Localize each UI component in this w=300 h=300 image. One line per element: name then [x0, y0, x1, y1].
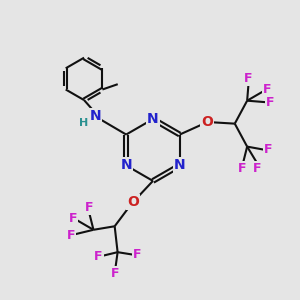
Text: F: F [263, 83, 272, 96]
Text: N: N [174, 158, 185, 172]
Text: F: F [238, 162, 246, 175]
Text: F: F [69, 212, 77, 225]
Text: F: F [244, 71, 253, 85]
Text: F: F [85, 201, 93, 214]
Text: N: N [147, 112, 159, 126]
Text: F: F [111, 267, 119, 280]
Text: O: O [201, 115, 213, 129]
Text: F: F [94, 250, 103, 263]
Text: N: N [120, 158, 132, 172]
Text: F: F [133, 248, 141, 261]
Text: N: N [89, 109, 101, 123]
Text: F: F [253, 162, 262, 175]
Text: F: F [67, 229, 75, 242]
Text: F: F [266, 96, 274, 109]
Text: F: F [263, 143, 272, 156]
Text: O: O [127, 195, 139, 209]
Text: H: H [80, 118, 89, 128]
